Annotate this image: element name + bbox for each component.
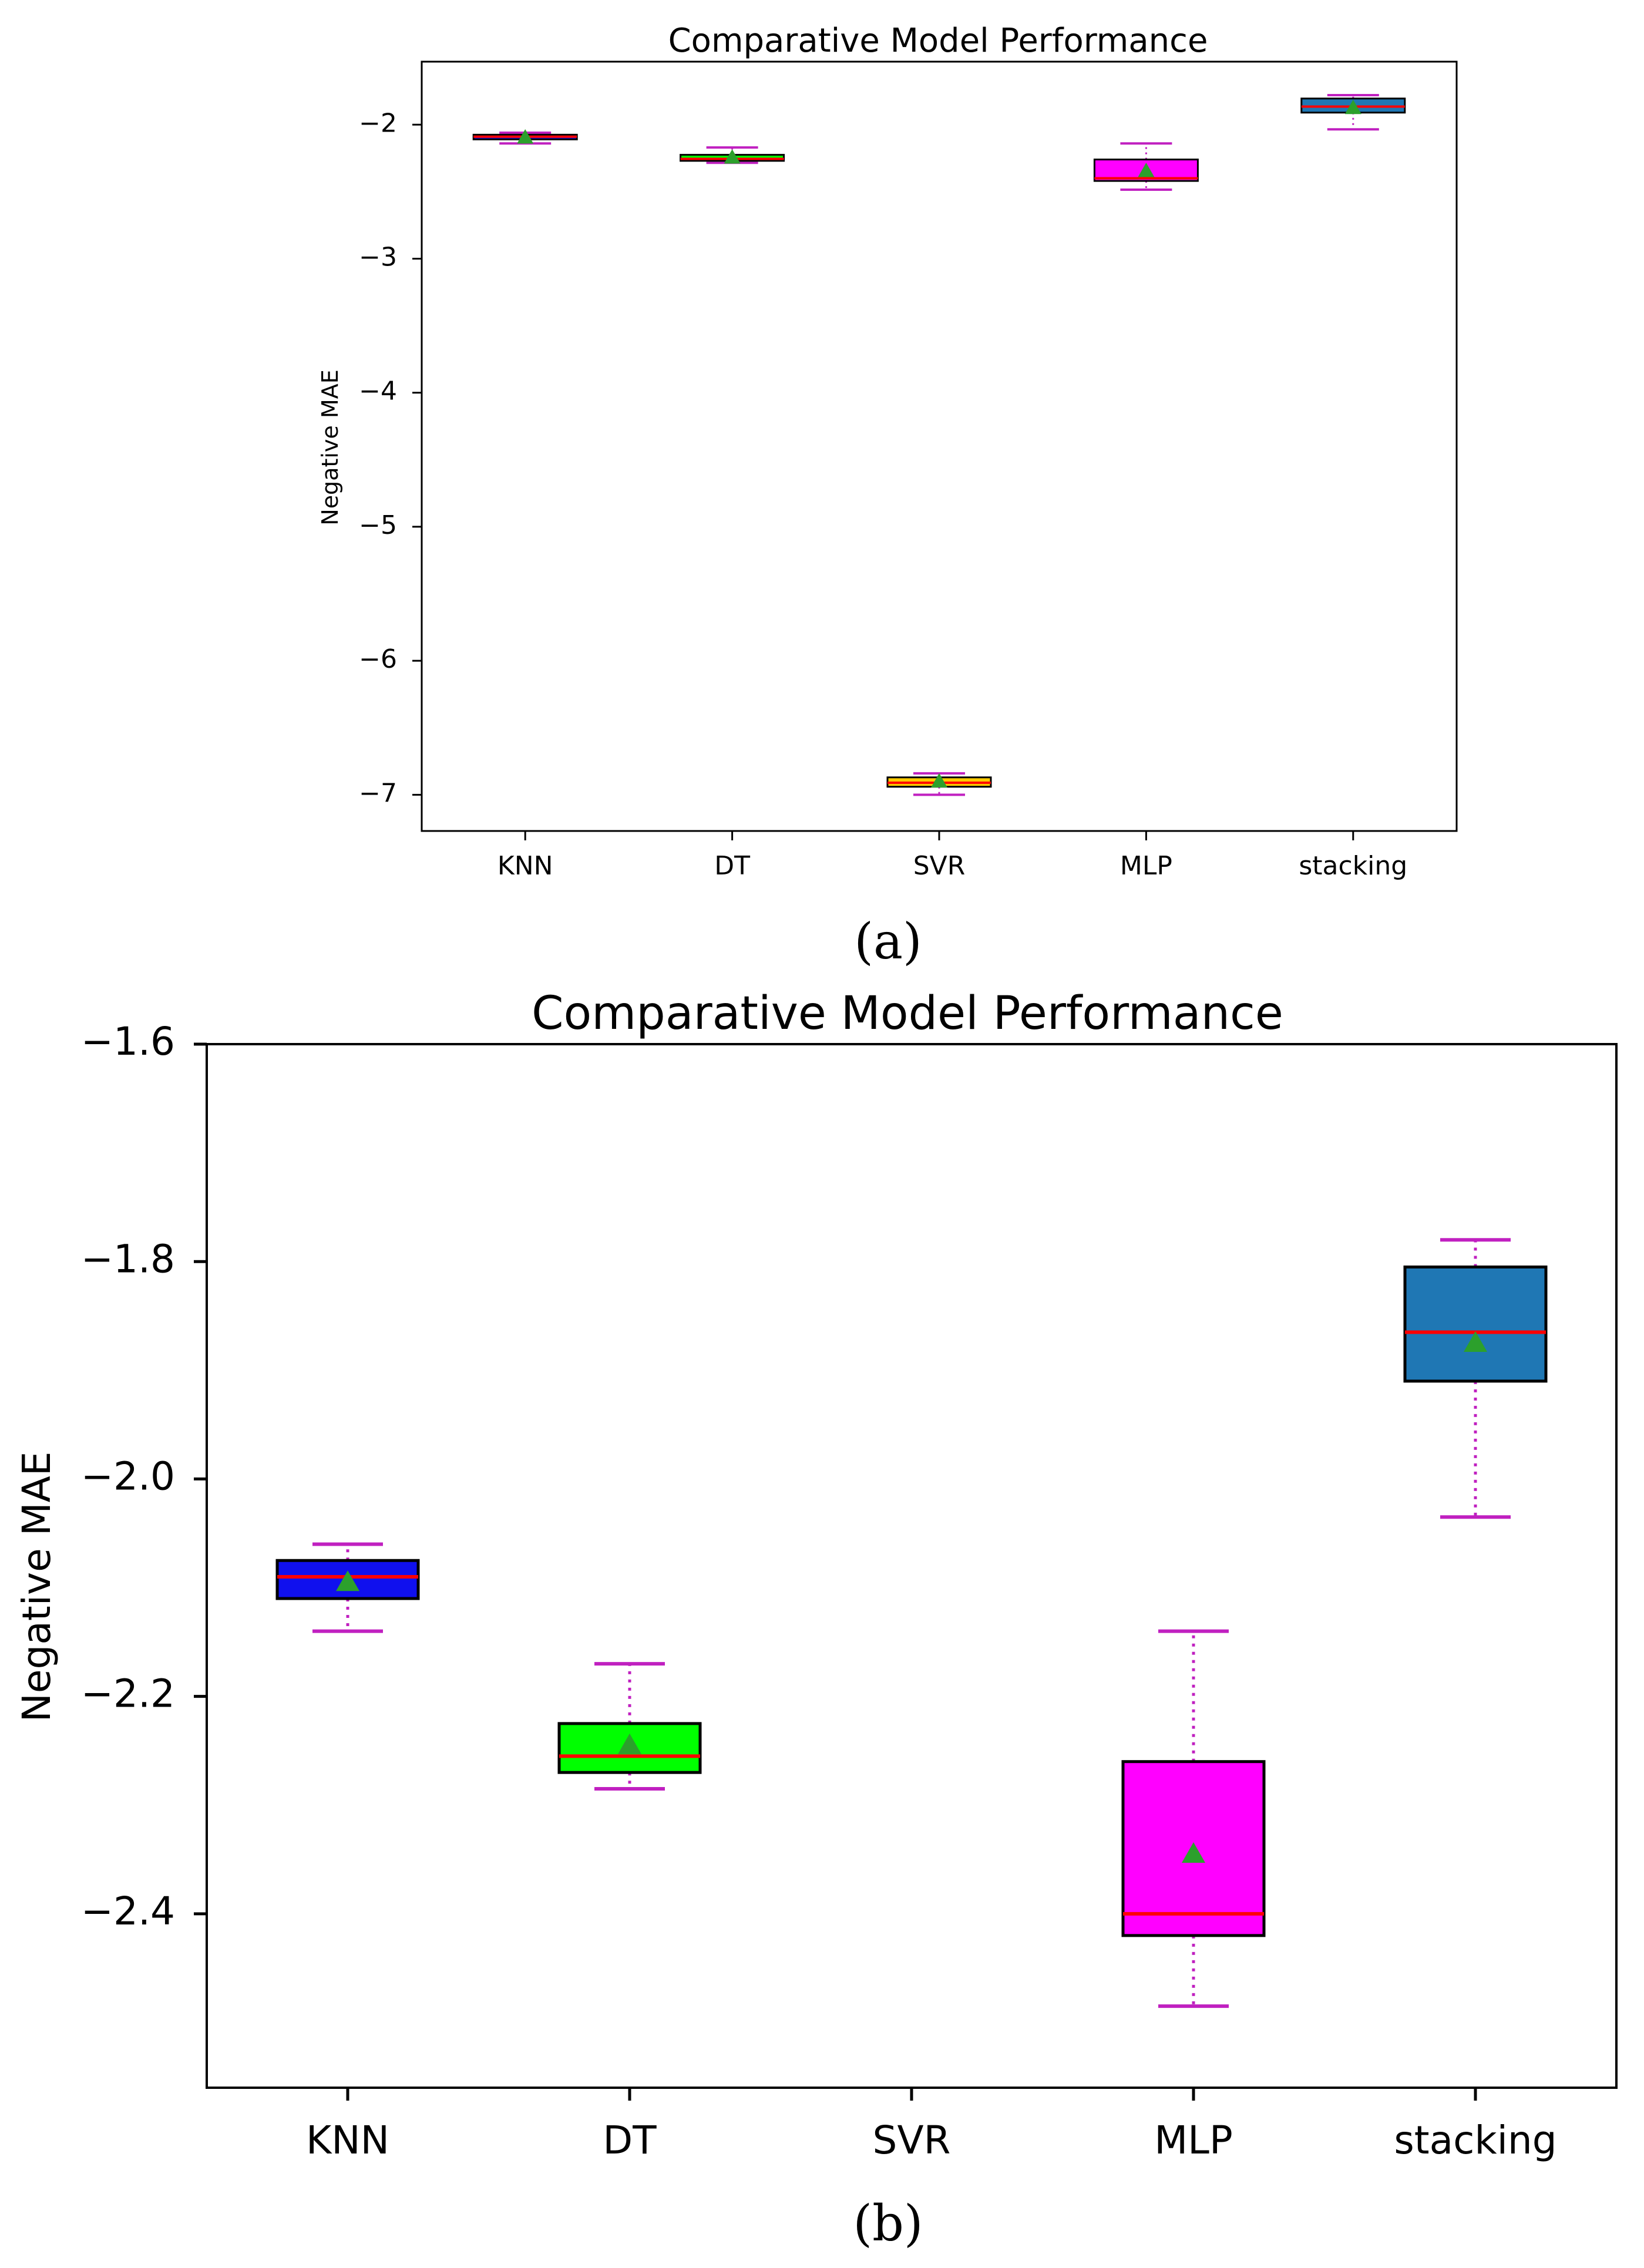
chart-a-y-tick-label: −5 xyxy=(359,510,397,540)
chart-b-y-tick-label: −1.6 xyxy=(81,1019,175,1064)
mean-marker xyxy=(517,129,534,144)
chart-a-plot-frame xyxy=(421,60,1458,832)
mean-marker xyxy=(1464,1331,1487,1352)
chart-a-y-tick-label: −3 xyxy=(359,242,397,272)
chart-b-y-tick-label: −2.4 xyxy=(81,1889,175,1934)
box-stacking xyxy=(1300,94,1406,131)
chart-b-y-tick-label: −2.0 xyxy=(81,1453,175,1499)
caption-a: (a) xyxy=(854,913,922,970)
chart-a-title: Comparative Model Performance xyxy=(668,22,1208,60)
chart-b-y-axis-label: Negative MAE xyxy=(14,1452,59,1722)
mean-marker xyxy=(724,149,741,164)
chart-a-y-tick-label: −2 xyxy=(359,108,397,138)
box-knn xyxy=(275,1542,420,1633)
chart-b-y-ticks: −1.6 −1.8 −2.0 −2.2 −2.4 xyxy=(81,1019,207,1934)
chart-a-x-ticks: KNN DT SVR MLP stacking xyxy=(497,831,1407,881)
caption-b: (b) xyxy=(853,2195,923,2252)
mean-marker xyxy=(1138,163,1155,177)
box-body xyxy=(1403,1265,1548,1383)
box-stacking xyxy=(1403,1238,1548,1519)
mean-marker xyxy=(931,773,947,788)
chart-b-x-ticks: KNN DT SVR MLP stacking xyxy=(306,2088,1557,2163)
chart-b-boxes xyxy=(275,1238,1548,2008)
box-dt xyxy=(557,1662,702,1791)
chart-a-x-tick-label: stacking xyxy=(1299,851,1407,881)
box-mlp xyxy=(1093,142,1199,191)
box-knn xyxy=(472,129,578,145)
mean-marker xyxy=(1182,1842,1205,1863)
chart-a-x-tick-label: SVR xyxy=(913,851,966,881)
chart-a-y-tick-label: −7 xyxy=(359,778,397,808)
chart-b-x-tick-label: DT xyxy=(603,2118,657,2163)
mean-marker xyxy=(336,1570,359,1591)
mean-marker xyxy=(1344,99,1361,115)
chart-a-y-axis-label: Negative MAE xyxy=(317,369,343,525)
mean-marker xyxy=(618,1733,641,1754)
chart-b-x-tick-label: SVR xyxy=(873,2118,951,2163)
chart-a-y-ticks: −2 −3 −4 −5 −6 −7 xyxy=(359,108,422,808)
chart-panel-b: Comparative Model Performance Negative M… xyxy=(14,987,1618,2163)
chart-b-y-tick-label: −2.2 xyxy=(81,1671,175,1717)
chart-b-plot-frame xyxy=(206,1043,1618,2089)
chart-a-boxes xyxy=(472,94,1406,796)
chart-b-x-tick-label: stacking xyxy=(1394,2118,1556,2163)
box-svr xyxy=(886,772,992,796)
box-dt xyxy=(680,146,785,164)
box-mlp xyxy=(1121,1629,1266,2008)
chart-b-x-tick-label: MLP xyxy=(1154,2118,1233,2163)
chart-b-title: Comparative Model Performance xyxy=(532,987,1283,1040)
chart-a-x-tick-label: MLP xyxy=(1120,851,1172,881)
chart-a-x-tick-label: DT xyxy=(714,851,750,881)
chart-a-y-tick-label: −4 xyxy=(359,376,397,406)
chart-a-x-tick-label: KNN xyxy=(497,851,553,881)
chart-a-y-tick-label: −6 xyxy=(359,644,397,674)
chart-panel-a: Comparative Model Performance Negative M… xyxy=(317,22,1458,881)
chart-b-x-tick-label: KNN xyxy=(306,2118,389,2163)
chart-b-y-tick-label: −1.8 xyxy=(81,1236,175,1281)
